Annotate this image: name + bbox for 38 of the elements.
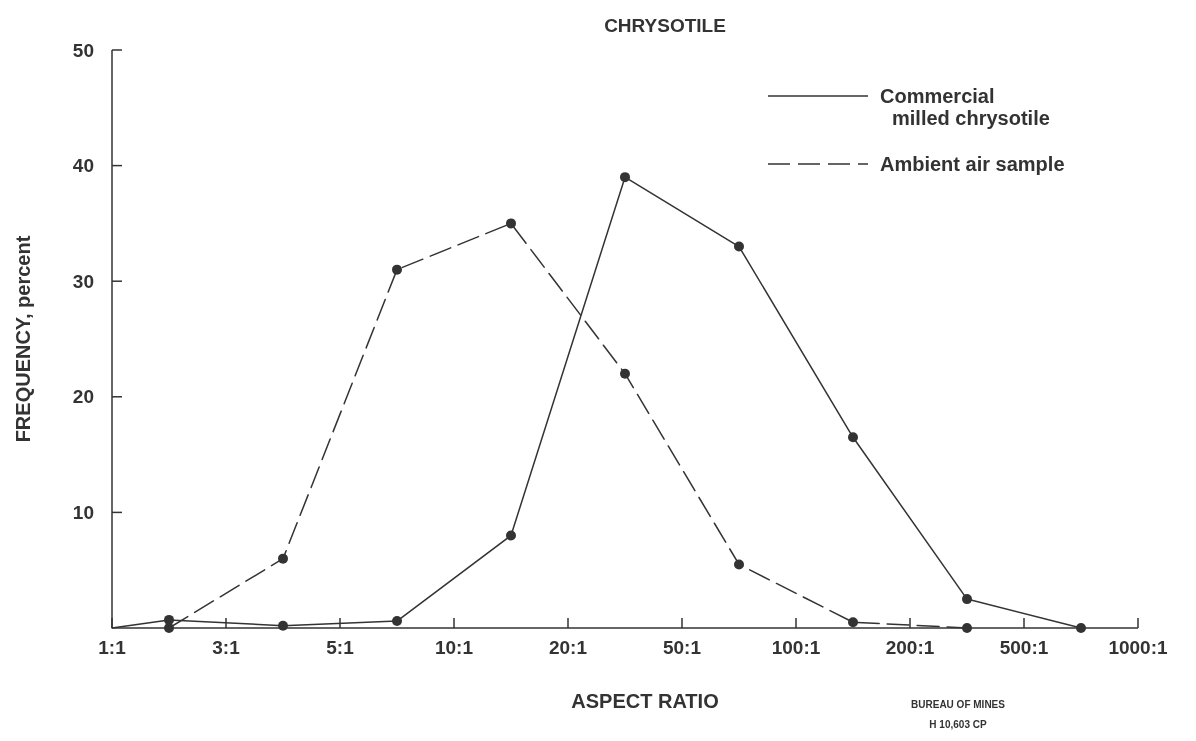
text: H 10,603 CP xyxy=(929,719,987,730)
legend-label: Ambient air sample xyxy=(880,153,1065,175)
y-tick-label: 20 xyxy=(72,386,94,408)
text: BUREAU OF MINES xyxy=(911,699,1006,710)
x-axis-title: ASPECT RATIO xyxy=(571,690,719,712)
point xyxy=(164,623,174,633)
y-tick-label: 10 xyxy=(72,502,94,524)
y-tick-label: 50 xyxy=(72,39,94,61)
chart-title: CHRYSOTILE xyxy=(604,15,726,36)
point xyxy=(1076,623,1086,633)
x-tick-label: 10:1 xyxy=(434,637,474,658)
point xyxy=(278,553,288,564)
point xyxy=(278,620,288,631)
point xyxy=(734,241,744,252)
point xyxy=(620,368,630,379)
point xyxy=(392,264,402,275)
y-axis-title: FREQUENCY, percent xyxy=(12,235,34,443)
x-tick-label: 5:1 xyxy=(326,637,355,658)
point xyxy=(506,530,516,541)
x-tick-label: 3:1 xyxy=(212,637,241,658)
x-tick-label: 200:1 xyxy=(885,637,935,658)
x-tick-label: 500:1 xyxy=(999,637,1049,658)
legend-label: Commercial milled chrysotile xyxy=(880,85,1050,129)
point xyxy=(392,616,402,627)
x-tick-label: 1000:1 xyxy=(1108,637,1169,658)
point xyxy=(848,617,858,628)
x-tick-label: 100:1 xyxy=(771,637,821,658)
x-tick-label: 20:1 xyxy=(548,637,588,658)
x-tick-label: 1:1 xyxy=(98,637,127,658)
point xyxy=(962,594,972,605)
x-tick-label: 50:1 xyxy=(662,637,702,658)
point xyxy=(506,218,516,229)
point xyxy=(734,559,744,570)
point xyxy=(620,172,630,183)
point xyxy=(962,623,972,633)
point xyxy=(848,432,858,443)
y-tick-label: 30 xyxy=(72,270,94,292)
y-tick-label: 40 xyxy=(72,155,94,177)
